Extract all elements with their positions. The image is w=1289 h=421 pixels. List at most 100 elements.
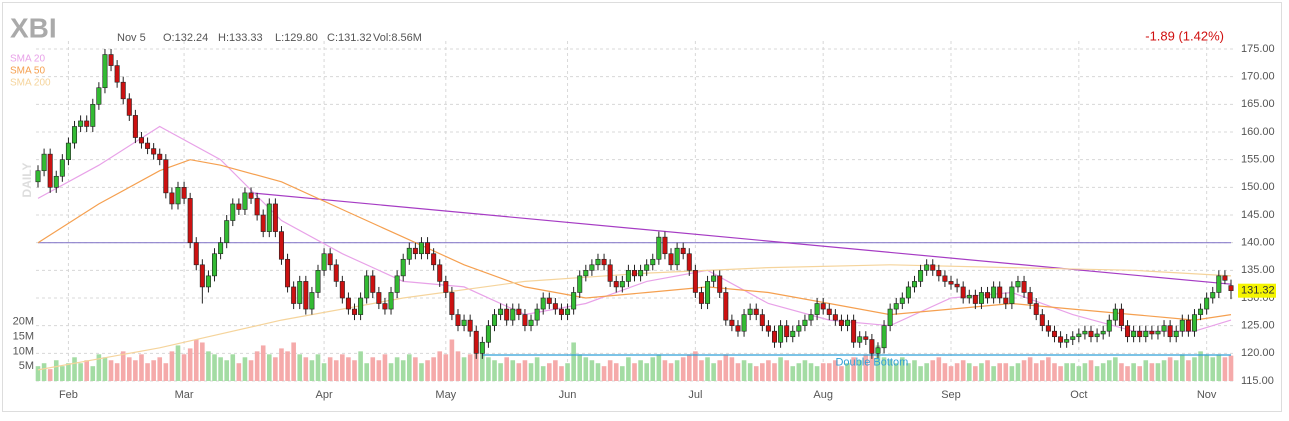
candle-body [595,258,601,266]
candle-body [1021,281,1027,293]
candle-body [1210,292,1216,299]
candle-body [546,297,552,304]
volume-bar [1167,357,1173,381]
candle-body [449,292,455,315]
candle-body [887,308,893,326]
candle-body [418,242,424,255]
candle-body [753,308,759,315]
volume-bar [674,360,680,381]
candle-body [1088,330,1094,338]
header-change: -1.89 (1.42%) [1145,28,1224,43]
volume-bar [1064,363,1069,381]
volume-bar [1228,355,1234,381]
y-tick-label: 145.00 [1241,209,1275,221]
candle-body [680,247,686,255]
candle-body [108,54,114,66]
volume-bar [1180,354,1185,381]
candle-body [437,264,443,282]
y-tick-label: 175.00 [1241,43,1275,55]
volume-bar [1052,363,1057,381]
x-tick-label: Sep [941,389,961,401]
volume-bar [66,363,71,381]
candle-body [504,308,510,321]
volume-bar [559,366,564,381]
label-layer: 115.00120.00125.00130.00135.00140.00145.… [10,43,1276,401]
candle-body [236,203,242,210]
candle-body [960,286,966,299]
volume-bar [1015,363,1021,381]
volume-bar [583,357,589,381]
candle-body [729,319,735,326]
volume-bar [200,342,205,381]
candle-body [309,292,315,310]
candle-body [717,275,723,293]
legend-entry: SMA 20 [10,54,45,65]
header-close: C:131.32 [327,32,372,44]
volume-bar [1119,363,1124,381]
candle-body [662,236,668,255]
candle-body [522,314,528,326]
volume-bar [90,366,96,381]
volume-tick-label: 5M [19,360,34,372]
volume-bar [175,345,181,381]
candle-body [333,264,339,282]
candle-body [53,175,59,188]
y-tick-label: 135.00 [1241,264,1275,276]
volume-bar [1021,360,1027,381]
volume-bar [419,363,424,381]
candle-body [1137,330,1143,338]
volume-bar [808,363,814,381]
candle-body [1191,314,1197,332]
candle-body [948,281,954,285]
volume-bar [546,363,552,381]
candle-body [175,187,181,205]
volume-bar [254,351,260,381]
volume-bar [1046,357,1051,381]
candle-body [510,308,516,321]
legend-entry: SMA 50 [10,66,45,77]
candle-body [35,170,41,183]
volume-bar [1149,363,1155,381]
volume-bar [1113,357,1118,381]
header-open: O:132.24 [163,32,208,44]
candle-body [1222,275,1228,281]
volume-bar [729,357,735,381]
candle-body [102,54,108,89]
candle-body [242,192,248,210]
volume-bar [242,357,248,381]
candle-body [808,314,814,321]
candle-body [132,115,138,138]
volume-bar [120,351,126,381]
volume-bar [102,357,108,381]
volume-bar [1033,363,1039,381]
candle-body [1161,325,1167,332]
volume-bar [790,366,796,381]
y-tick-label: 125.00 [1241,320,1275,332]
volume-bar [193,339,199,381]
candle-body [905,286,911,299]
candle-body [169,192,175,205]
volume-bar [315,354,321,381]
candle-body [631,270,637,277]
volume-bar [802,360,808,381]
volume-bar [723,354,729,381]
candle-body [1003,297,1009,304]
volume-bar [686,354,692,381]
volume-bar [930,360,936,381]
candle-body [431,253,437,266]
candle-body [540,297,546,310]
candle-body [193,242,199,266]
volume-bar [285,351,290,381]
candle-body [784,325,790,338]
candle-body [96,87,102,105]
volume-bar [826,363,832,381]
volume-bar [236,363,242,381]
volume-bar [966,363,972,381]
legend-entry: SMA 200 [10,78,51,89]
grid-layer [36,41,1236,382]
candle-body [1094,333,1100,338]
candle-body [382,303,388,310]
volume-bar [297,354,303,381]
candle-body [90,104,96,127]
candle-body [613,281,619,288]
